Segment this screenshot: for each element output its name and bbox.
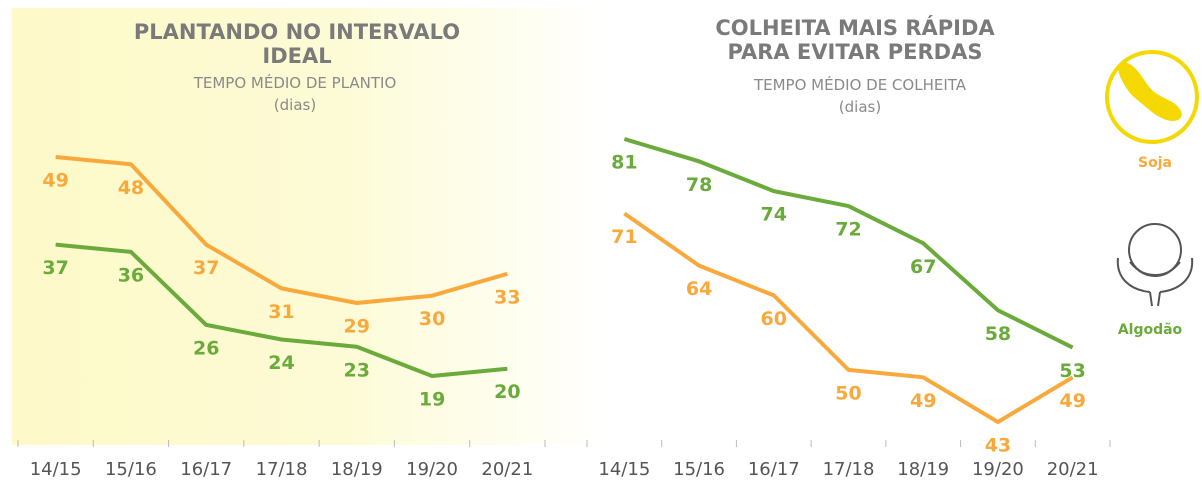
- series-line: [55, 242, 508, 378]
- x-tick-label: 17/18: [823, 459, 875, 480]
- data-label: 30: [419, 308, 445, 330]
- x-tick-label: 19/20: [972, 459, 1024, 480]
- data-label: 20: [494, 381, 520, 403]
- data-label: 24: [268, 352, 294, 374]
- data-label: 33: [494, 286, 520, 308]
- series-line: [623, 211, 1074, 424]
- chart-subtitle: TEMPO MÉDIO DE COLHEITA: [753, 76, 967, 94]
- x-tick-label: 17/18: [256, 459, 308, 480]
- x-tick-label: 20/21: [1047, 459, 1099, 480]
- data-label: 36: [118, 264, 144, 286]
- chart-subtitle: TEMPO MÉDIO DE PLANTIO: [193, 74, 397, 92]
- data-label: 58: [985, 323, 1011, 345]
- data-label: 49: [910, 390, 936, 412]
- data-label: 43: [985, 435, 1011, 457]
- legend-label: Algodão: [1118, 322, 1183, 338]
- algodao-icon: [1116, 223, 1194, 307]
- legend-label: Soja: [1138, 155, 1172, 171]
- data-label: 49: [42, 170, 68, 192]
- series-line: [55, 155, 508, 305]
- data-label: 48: [118, 177, 144, 199]
- unit: (dias): [838, 98, 882, 116]
- series-line: [623, 137, 1074, 350]
- data-label: 81: [611, 152, 637, 174]
- data-label: 74: [761, 204, 787, 226]
- data-label: 23: [344, 359, 370, 381]
- x-tick-label: 15/16: [673, 459, 725, 480]
- unit: (dias): [273, 96, 317, 114]
- data-label: 19: [419, 389, 445, 411]
- highlight-band: [12, 8, 612, 445]
- x-tick-label: 16/17: [180, 459, 232, 480]
- data-label: 37: [193, 257, 219, 279]
- x-tick-label: 14/15: [30, 459, 82, 480]
- data-label: 50: [835, 382, 861, 404]
- data-label: 49: [1059, 390, 1085, 412]
- data-label: 64: [686, 278, 712, 300]
- data-label: 78: [686, 174, 712, 196]
- data-label: 72: [835, 219, 861, 241]
- x-tick-label: 16/17: [748, 459, 800, 480]
- data-label: 29: [344, 316, 370, 338]
- chart-title: PLANTANDO NO INTERVALO IDEAL: [133, 20, 461, 68]
- x-tick-label: 18/19: [331, 459, 383, 480]
- x-tick-label: 14/15: [598, 459, 650, 480]
- data-label: 26: [193, 337, 219, 359]
- soja-icon: [1105, 50, 1199, 144]
- data-label: 31: [268, 301, 294, 323]
- data-label: 60: [761, 308, 787, 330]
- data-label: 71: [611, 226, 637, 248]
- x-tick-label: 18/19: [897, 459, 949, 480]
- data-label: 67: [910, 256, 936, 278]
- data-label: 53: [1059, 360, 1085, 382]
- x-tick-label: 19/20: [406, 459, 458, 480]
- data-label: 37: [42, 257, 68, 279]
- x-tick-label: 15/16: [105, 459, 157, 480]
- x-tick-label: 20/21: [481, 459, 533, 480]
- chart-title: COLHEITA MAIS RÁPIDA PARA EVITAR PERDAS: [715, 16, 995, 64]
